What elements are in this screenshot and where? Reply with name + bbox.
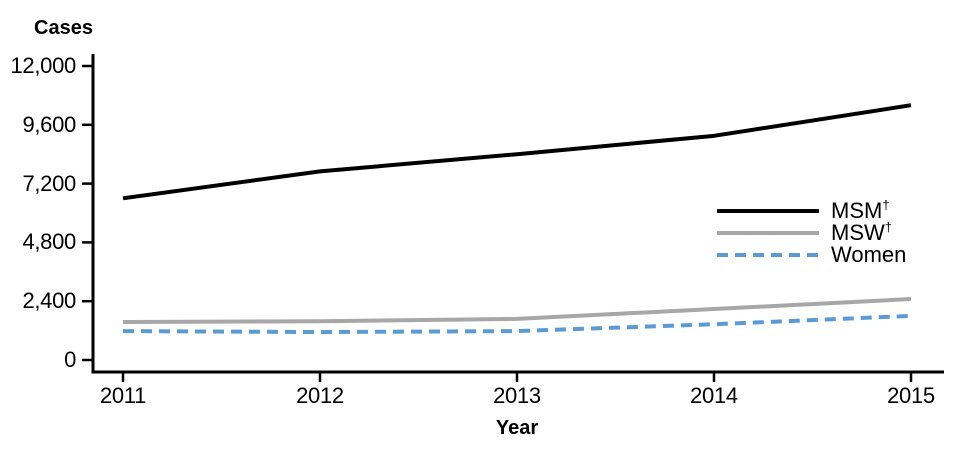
x-tick-label: 2015 xyxy=(887,383,935,408)
dagger-superscript: † xyxy=(882,197,890,213)
legend-label-msw: MSW† xyxy=(831,219,892,245)
legend-item-msm: MSM† xyxy=(717,197,906,223)
legend-label-msm: MSM† xyxy=(831,197,890,223)
y-axis-title: Cases xyxy=(34,17,93,39)
legend-swatch-msm xyxy=(717,209,819,213)
dagger-superscript: † xyxy=(884,219,892,235)
x-tick-label: 2014 xyxy=(690,383,738,408)
legend-swatch-msw xyxy=(717,231,819,235)
y-tick-label: 9,600 xyxy=(22,111,76,137)
legend-label-women: Women xyxy=(831,242,907,267)
y-tick-label: 2,400 xyxy=(22,288,76,314)
y-tick-label: 7,200 xyxy=(22,170,76,196)
series-line-msm xyxy=(122,103,912,201)
y-tick-label: 12,000 xyxy=(10,53,77,78)
y-tick-label: 4,800 xyxy=(22,229,76,255)
x-tick-label: 2011 xyxy=(99,383,147,408)
x-axis-title: Year xyxy=(495,417,539,439)
series-line-women xyxy=(122,313,912,335)
x-tick-label: 2012 xyxy=(296,383,344,408)
legend: MSM† MSW† Women xyxy=(717,197,906,266)
legend-swatch-women xyxy=(717,253,819,257)
legend-item-women: Women xyxy=(717,244,906,266)
x-tick-label: 2013 xyxy=(493,383,541,408)
legend-item-msw: MSW† xyxy=(717,219,906,245)
series-line-msw xyxy=(122,296,912,325)
y-tick-label: 0 xyxy=(64,347,76,372)
